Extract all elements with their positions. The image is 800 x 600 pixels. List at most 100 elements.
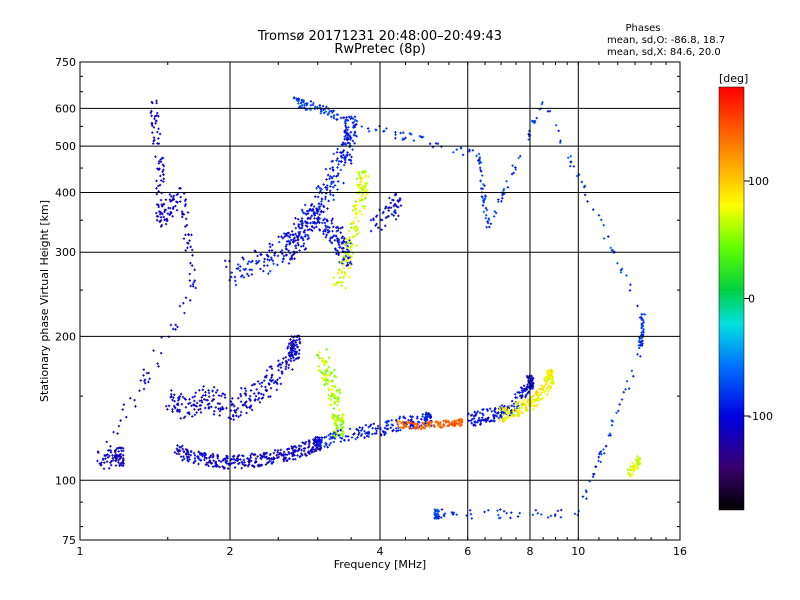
data-point-1915 xyxy=(473,420,476,424)
data-point-385 xyxy=(173,393,176,396)
data-point-1255 xyxy=(343,243,347,246)
data-point-1277 xyxy=(355,226,358,229)
data-point-2978 xyxy=(636,353,639,356)
data-point-197 xyxy=(259,453,262,457)
data-point-2727 xyxy=(332,109,335,113)
data-point-1751 xyxy=(401,420,405,424)
data-point-2977 xyxy=(622,390,625,394)
data-point-2751 xyxy=(455,148,458,151)
data-point-141 xyxy=(241,462,245,466)
data-point-260 xyxy=(284,456,288,460)
data-point-1101 xyxy=(324,224,327,227)
data-point-2804 xyxy=(482,210,486,214)
data-point-2590 xyxy=(122,462,125,465)
data-point-1398 xyxy=(327,356,331,360)
data-point-973 xyxy=(347,126,350,129)
data-point-722 xyxy=(285,243,288,246)
data-point-277 xyxy=(290,451,293,455)
data-point-276 xyxy=(293,444,297,448)
data-point-2491 xyxy=(180,210,184,213)
data-point-1783 xyxy=(428,425,431,428)
data-point-2966 xyxy=(594,465,598,468)
data-point-1117 xyxy=(326,228,330,232)
data-point-110 xyxy=(225,459,229,463)
data-point-1777 xyxy=(423,427,427,430)
data-point-430 xyxy=(187,402,190,405)
data-point-1694 xyxy=(427,412,430,415)
data-point-2118 xyxy=(509,415,512,418)
data-point-272 xyxy=(285,453,289,457)
data-point-75 xyxy=(212,459,215,462)
data-point-2192 xyxy=(539,387,543,391)
data-point-1448 xyxy=(333,394,337,398)
data-point-1055 xyxy=(309,208,312,211)
data-point-2828 xyxy=(535,116,538,120)
data-point-1538 xyxy=(331,432,335,436)
data-point-1028 xyxy=(282,254,286,258)
data-point-2026 xyxy=(526,392,529,395)
data-point-2776 xyxy=(402,131,405,134)
data-point-2085 xyxy=(506,415,510,418)
data-point-1154 xyxy=(342,239,345,243)
data-point-1490 xyxy=(341,434,345,438)
data-point-560 xyxy=(269,365,273,368)
data-point-835 xyxy=(305,209,309,213)
data-point-2473 xyxy=(182,237,186,240)
data-point-2932 xyxy=(640,318,643,321)
data-point-79 xyxy=(198,451,202,455)
data-point-635 xyxy=(284,365,288,368)
data-point-2562 xyxy=(109,451,113,454)
data-point-1507 xyxy=(337,414,340,417)
data-point-129 xyxy=(237,454,240,458)
data-point-2998 xyxy=(443,512,447,515)
data-point-1359 xyxy=(361,170,364,173)
data-point-1726 xyxy=(400,421,403,425)
data-point-2352 xyxy=(155,114,158,117)
data-point-850 xyxy=(318,186,322,190)
data-point-975 xyxy=(346,138,349,142)
data-point-2786 xyxy=(394,131,397,134)
data-point-459 xyxy=(207,389,210,392)
data-point-1756 xyxy=(414,427,417,430)
data-point-1631 xyxy=(390,423,394,426)
data-point-8 xyxy=(175,452,179,456)
data-point-3006 xyxy=(518,511,521,515)
data-point-623 xyxy=(282,357,285,360)
data-point-366 xyxy=(178,395,181,398)
data-point-3043 xyxy=(434,509,437,513)
data-point-1717 xyxy=(429,415,432,419)
data-point-2497 xyxy=(189,299,192,302)
data-point-721 xyxy=(281,260,284,264)
data-point-1486 xyxy=(339,423,342,427)
data-point-117 xyxy=(226,457,229,460)
data-point-593 xyxy=(279,366,283,369)
chart-title: Tromsø 20171231 20:48:00–20:49:43 xyxy=(257,29,502,44)
data-point-97 xyxy=(210,461,214,465)
data-point-2960 xyxy=(591,475,595,478)
data-point-2773 xyxy=(374,128,378,131)
data-point-484 xyxy=(237,415,240,419)
data-point-2511 xyxy=(172,327,175,331)
data-point-2056 xyxy=(531,387,534,390)
data-point-496 xyxy=(241,404,245,407)
data-point-970 xyxy=(343,138,346,141)
data-point-2783 xyxy=(471,149,475,152)
data-point-396 xyxy=(177,399,180,402)
data-point-2821 xyxy=(485,208,489,212)
data-point-626 xyxy=(286,347,289,350)
data-point-645 xyxy=(289,343,293,347)
data-point-585 xyxy=(270,373,274,376)
data-point-40 xyxy=(193,461,196,464)
data-point-2374 xyxy=(159,216,163,219)
data-point-1150 xyxy=(335,226,338,229)
data-point-2492 xyxy=(178,187,181,190)
data-point-698 xyxy=(247,274,250,278)
data-point-2564 xyxy=(117,450,120,453)
data-point-432 xyxy=(193,395,197,398)
data-point-2802 xyxy=(486,220,489,223)
data-point-1023 xyxy=(283,235,286,238)
data-point-19 xyxy=(182,450,186,453)
data-point-2942 xyxy=(641,324,644,327)
data-point-1432 xyxy=(328,380,331,383)
data-point-1905 xyxy=(473,410,476,414)
